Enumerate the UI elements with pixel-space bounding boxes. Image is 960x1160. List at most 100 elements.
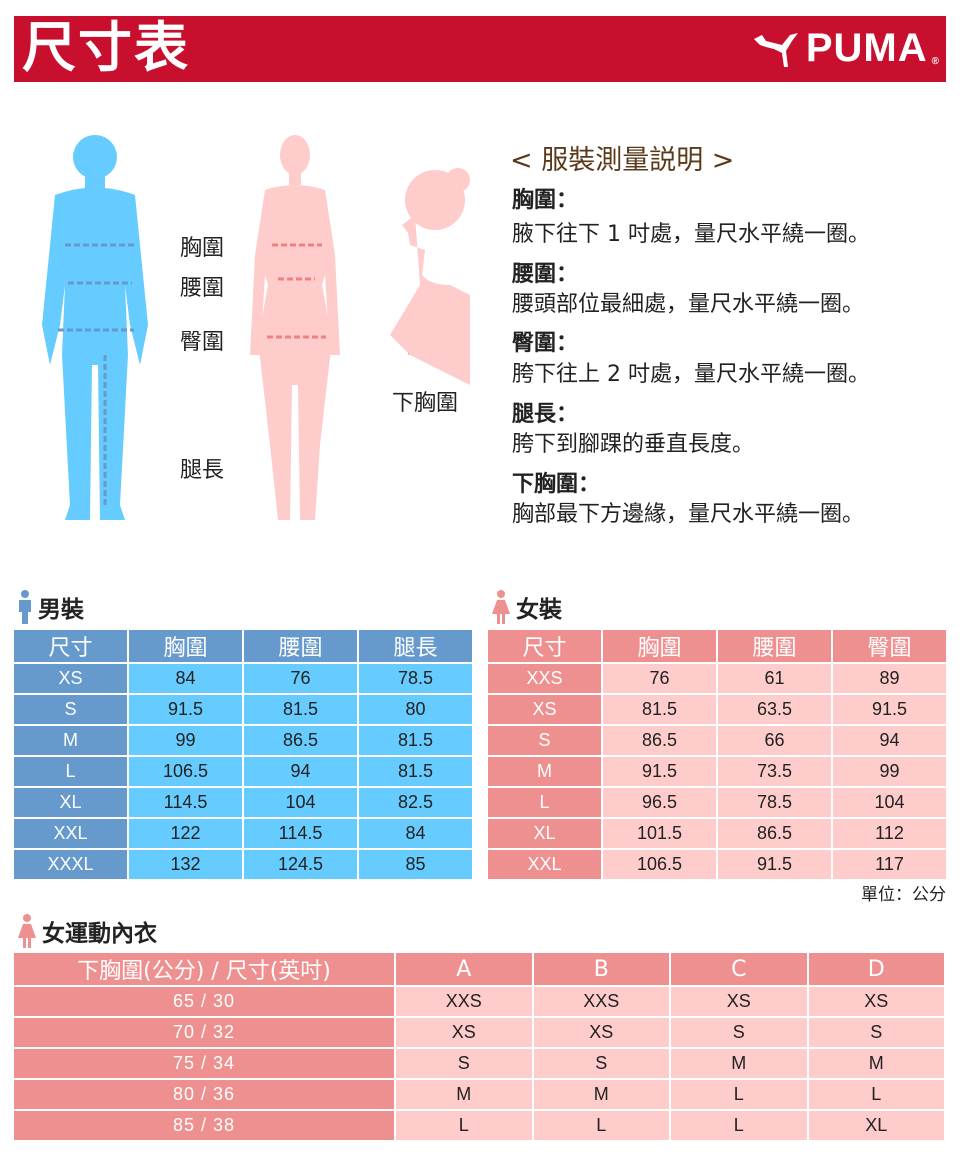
- size-label-cell: XS: [488, 695, 601, 724]
- value-cell: XXS: [396, 987, 532, 1016]
- puma-cat-icon: [753, 33, 798, 67]
- unit-note: 單位：公分: [861, 885, 946, 905]
- value-cell: 94: [833, 726, 946, 755]
- men-section-title: 男裝: [16, 590, 84, 624]
- value-cell: L: [808, 1080, 944, 1109]
- column-header: B: [533, 953, 669, 985]
- column-header: D: [808, 953, 944, 985]
- women-section-title: 女裝: [490, 590, 562, 624]
- table-row: XS 84 76 78.5: [14, 664, 472, 693]
- instr-text: 腋下往下 1 吋處，量尺水平繞一圈。: [512, 222, 870, 247]
- value-cell: 78.5: [359, 664, 472, 693]
- value-cell: L: [396, 1111, 532, 1140]
- label-waist: 腰圍: [180, 276, 225, 301]
- value-cell: 114.5: [129, 788, 242, 817]
- column-header: A: [396, 953, 532, 985]
- value-cell: XS: [671, 987, 807, 1016]
- instr-text: 腰頭部位最細處，量尺水平繞一圈。: [512, 292, 865, 317]
- column-header: 尺寸: [14, 630, 127, 662]
- column-header: C: [671, 953, 807, 985]
- value-cell: 112: [833, 819, 946, 848]
- woman-icon: [18, 914, 36, 948]
- value-cell: XL: [808, 1111, 944, 1140]
- female-figure: [250, 135, 340, 520]
- table-row: M 91.5 73.5 99: [488, 757, 946, 786]
- size-label-cell: XL: [14, 788, 127, 817]
- value-cell: XS: [808, 987, 944, 1016]
- value-cell: 96.5: [603, 788, 716, 817]
- value-cell: 84: [129, 664, 242, 693]
- bra-size-table: 下胸圍(公分) / 尺寸(英吋) A B C D 65 / 30 XXS XXS XS XS 70 …: [12, 951, 946, 1142]
- woman-icon: [492, 590, 510, 624]
- table-row: XS 81.5 63.5 91.5: [488, 695, 946, 724]
- value-cell: 114.5: [244, 819, 357, 848]
- size-label-cell: XXL: [488, 850, 601, 879]
- table-row: L 106.5 94 81.5: [14, 757, 472, 786]
- value-cell: M: [808, 1049, 944, 1078]
- instr-text: 胯下到腳踝的垂直長度。: [512, 432, 755, 457]
- column-header: 臀圍: [833, 630, 946, 662]
- value-cell: 117: [833, 850, 946, 879]
- value-cell: 73.5: [718, 757, 831, 786]
- value-cell: 104: [833, 788, 946, 817]
- value-cell: 85: [359, 850, 472, 879]
- instr-heading: 腿長：: [512, 402, 579, 427]
- size-label-cell: XXXL: [14, 850, 127, 879]
- men-size-table: 尺寸 胸圍 腰圍 腿長 XS 84 76 78.5 S 91.5 81.5 80 M 99 86.5 81.5…: [12, 628, 474, 881]
- value-cell: 99: [129, 726, 242, 755]
- table-row: 70 / 32 XS XS S S: [14, 1018, 944, 1047]
- body-figures: [42, 135, 470, 520]
- table-row: XXL 122 114.5 84: [14, 819, 472, 848]
- bust-profile: [390, 168, 470, 385]
- value-cell: 81.5: [244, 695, 357, 724]
- column-header: 下胸圍(公分) / 尺寸(英吋): [14, 953, 394, 985]
- column-header: 尺寸: [488, 630, 601, 662]
- value-cell: XS: [396, 1018, 532, 1047]
- male-figure: [42, 135, 148, 520]
- value-cell: 99: [833, 757, 946, 786]
- man-icon: [19, 590, 31, 624]
- table-row: XXL 106.5 91.5 117: [488, 850, 946, 879]
- instr-heading: 臀圍：: [512, 331, 579, 356]
- value-cell: 106.5: [129, 757, 242, 786]
- value-cell: 91.5: [718, 850, 831, 879]
- size-label-cell: XXL: [14, 819, 127, 848]
- value-cell: 63.5: [718, 695, 831, 724]
- size-label-cell: S: [14, 695, 127, 724]
- puma-logo: PUMA ®: [752, 26, 940, 71]
- women-size-table: 尺寸 胸圍 腰圍 臀圍 XXS 76 61 89 XS 81.5 63.5 91.5 S 86.5 66 94…: [486, 628, 948, 881]
- value-cell: XXS: [533, 987, 669, 1016]
- value-cell: 91.5: [129, 695, 242, 724]
- label-underbust: 下胸圍: [392, 391, 459, 416]
- value-cell: 89: [833, 664, 946, 693]
- header-row: 下胸圍(公分) / 尺寸(英吋) A B C D: [14, 953, 944, 985]
- size-label-cell: L: [14, 757, 127, 786]
- value-cell: 106.5: [603, 850, 716, 879]
- column-header: 腿長: [359, 630, 472, 662]
- label-leg: 腿長: [180, 458, 225, 483]
- instr-text: 胯下往上 2 吋處，量尺水平繞一圈。: [512, 362, 870, 387]
- page-title: 尺寸表: [22, 16, 190, 79]
- value-cell: 84: [359, 819, 472, 848]
- value-cell: S: [671, 1018, 807, 1047]
- size-label-cell: 70 / 32: [14, 1018, 394, 1047]
- table-row: 85 / 38 L L L XL: [14, 1111, 944, 1140]
- table-row: 80 / 36 M M L L: [14, 1080, 944, 1109]
- value-cell: M: [671, 1049, 807, 1078]
- header-row: 尺寸 胸圍 腰圍 腿長: [14, 630, 472, 662]
- table-row: 75 / 34 S S M M: [14, 1049, 944, 1078]
- instr-heading: 胸圍：: [512, 188, 579, 213]
- size-label-cell: L: [488, 788, 601, 817]
- header-row: 尺寸 胸圍 腰圍 臀圍: [488, 630, 946, 662]
- label-chest: 胸圍: [180, 236, 225, 261]
- value-cell: 124.5: [244, 850, 357, 879]
- table-row: 65 / 30 XXS XXS XS XS: [14, 987, 944, 1016]
- value-cell: 78.5: [718, 788, 831, 817]
- value-cell: 101.5: [603, 819, 716, 848]
- size-label-cell: 85 / 38: [14, 1111, 394, 1140]
- value-cell: 86.5: [603, 726, 716, 755]
- table-row: XXXL 132 124.5 85: [14, 850, 472, 879]
- value-cell: 86.5: [244, 726, 357, 755]
- table-row: XL 114.5 104 82.5: [14, 788, 472, 817]
- value-cell: 76: [603, 664, 716, 693]
